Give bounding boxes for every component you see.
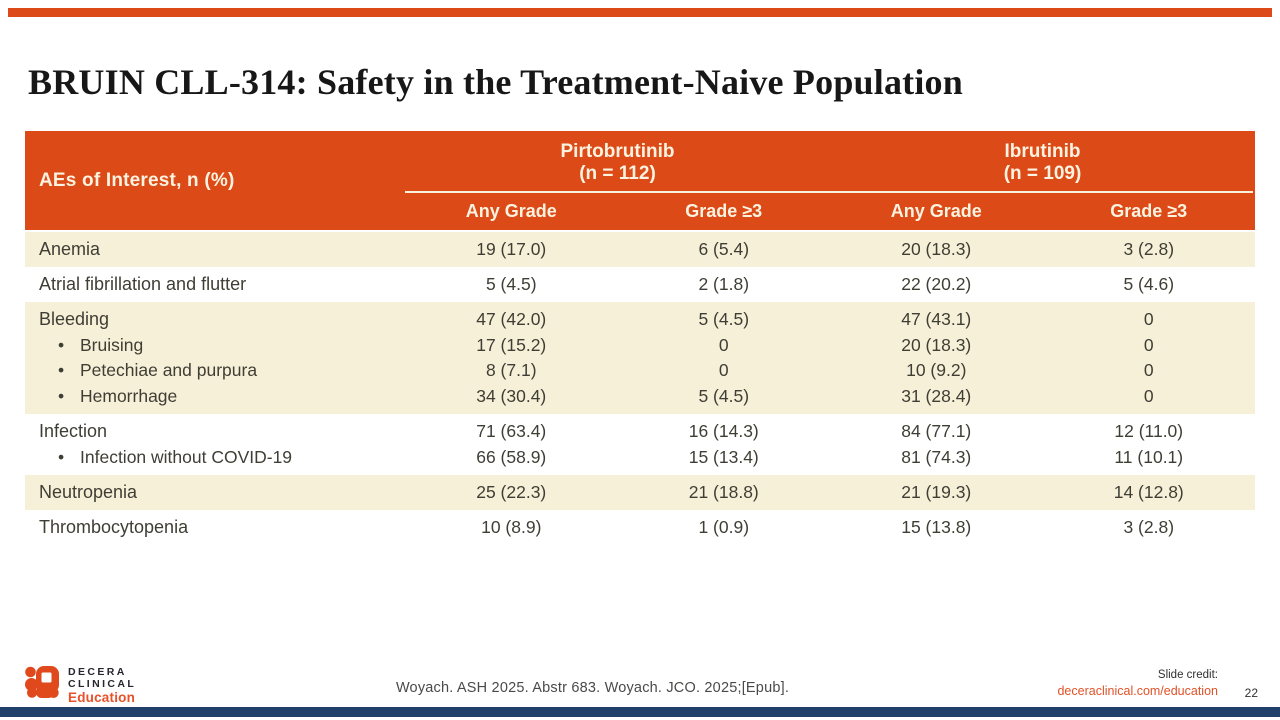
- bottom-accent-bar: [0, 707, 1280, 717]
- table-line: Infection 71 (63.4) 16 (14.3) 84 (77.1) 12 (…: [25, 419, 1255, 445]
- ae-value: 47 (43.1): [901, 309, 972, 329]
- ae-value: 2 (1.8): [698, 274, 750, 294]
- decera-logo-icon: [25, 666, 59, 698]
- group-n: (n = 112): [579, 163, 656, 184]
- table-line: Hemorrhage 34 (30.4) 5 (4.5) 31 (28.4) 0: [25, 384, 1255, 410]
- table-line: Neutropenia 25 (22.3) 21 (18.8) 21 (19.3) 14…: [25, 475, 1255, 510]
- ae-value: 8 (7.1): [485, 360, 537, 380]
- ae-value: 0: [718, 334, 729, 355]
- table-row: Anemia 19 (17.0) 6 (5.4) 20 (18.3) 3 (2.8): [25, 232, 1255, 267]
- slide-credit-link[interactable]: deceraclinical.com/education: [1057, 684, 1218, 698]
- ae-label: Anemia: [39, 239, 101, 259]
- ae-value: 71 (63.4): [476, 421, 547, 441]
- ae-value: 12 (11.0): [1114, 421, 1184, 441]
- group-n: (n = 109): [1003, 163, 1082, 184]
- ae-value: 0: [1143, 309, 1154, 329]
- ae-value: 15 (13.8): [901, 517, 972, 537]
- table-corner-header: AEs of Interest, n (%): [39, 169, 235, 191]
- page-number: 22: [1244, 686, 1258, 700]
- ae-subitem-label: Bruising: [25, 333, 405, 359]
- ae-value: 25 (22.3): [476, 482, 547, 502]
- ae-value: 6 (5.4): [698, 239, 750, 259]
- logo-line-education: Education: [68, 690, 136, 705]
- top-accent-bar: [8, 8, 1272, 17]
- ae-subitem-label: Infection without COVID-19: [25, 445, 405, 471]
- group-name: Pirtobrutinib: [560, 141, 675, 162]
- ae-value: 17 (15.2): [476, 334, 547, 355]
- table-line: Bruising 17 (15.2) 0 20 (18.3) 0: [25, 333, 1255, 359]
- ae-subitem-label: Petechiae and purpura: [25, 358, 405, 384]
- ae-label: Infection: [39, 421, 108, 441]
- ae-label: Bleeding: [39, 309, 110, 329]
- column-group-pirtobrutinib: Pirtobrutinib (n = 112): [405, 131, 830, 191]
- ae-value: 22 (20.2): [901, 274, 972, 294]
- ae-value: 20 (18.3): [901, 334, 972, 355]
- ae-value: 10 (9.2): [906, 360, 967, 380]
- ae-value: 5 (4.6): [1123, 274, 1175, 294]
- subheader-grade-ge3: Grade ≥3: [685, 201, 763, 221]
- footer-logo: DECERA CLINICAL Education: [25, 666, 136, 705]
- ae-value: 0: [718, 360, 729, 380]
- ae-label: Atrial fibrillation and flutter: [39, 274, 247, 294]
- logo-line-clinical: CLINICAL: [68, 677, 137, 690]
- table-line: Thrombocytopenia 10 (8.9) 1 (0.9) 15 (13.8)…: [25, 510, 1255, 545]
- ae-value: 3 (2.8): [1123, 239, 1175, 259]
- ae-value: 21 (19.3): [901, 482, 972, 502]
- ae-value: 3 (2.8): [1123, 517, 1175, 537]
- table-line: Petechiae and purpura 8 (7.1) 0 10 (9.2) 0: [25, 358, 1255, 384]
- ae-value: 11 (10.1): [1114, 446, 1184, 467]
- ae-subitem-label: Hemorrhage: [25, 384, 405, 410]
- table-line: Infection without COVID-19 66 (58.9) 15 (1…: [25, 445, 1255, 471]
- ae-value: 84 (77.1): [901, 421, 972, 441]
- ae-value: 81 (74.3): [901, 446, 972, 467]
- ae-value: 5 (4.5): [698, 385, 750, 406]
- column-group-ibrutinib: Ibrutinib (n = 109): [830, 131, 1255, 191]
- table-line: Bleeding 47 (42.0) 5 (4.5) 47 (43.1) 0: [25, 307, 1255, 333]
- table-row: Atrial fibrillation and flutter 5 (4.5) 2 …: [25, 267, 1255, 302]
- ae-label: Thrombocytopenia: [39, 517, 189, 537]
- ae-value: 20 (18.3): [901, 239, 972, 259]
- table-body: Anemia 19 (17.0) 6 (5.4) 20 (18.3) 3 (2.8) At…: [25, 232, 1255, 545]
- subheader-any-grade: Any Grade: [890, 201, 982, 221]
- group-name: Ibrutinib: [1004, 141, 1081, 162]
- ae-value: 21 (18.8): [688, 482, 759, 502]
- ae-value: 0: [1143, 360, 1154, 380]
- table-header-groups: Pirtobrutinib (n = 112) Ibrutinib (n = 1…: [405, 131, 1255, 230]
- slide-credit-label: Slide credit:: [1157, 669, 1218, 681]
- ae-value: 14 (12.8): [1113, 482, 1184, 502]
- ae-value: 0: [1143, 385, 1154, 406]
- table-row: Thrombocytopenia 10 (8.9) 1 (0.9) 15 (13.8)…: [25, 510, 1255, 545]
- ae-value: 19 (17.0): [476, 239, 547, 259]
- table-header: AEs of Interest, n (%) Pirtobrutinib (n …: [25, 131, 1255, 230]
- subheader-grade-ge3: Grade ≥3: [1110, 201, 1188, 221]
- ae-value: 31 (28.4): [901, 385, 972, 406]
- ae-value: 34 (30.4): [476, 385, 547, 406]
- logo-line-decera: DECERA: [68, 666, 127, 678]
- ae-value: 1 (0.9): [698, 517, 750, 537]
- table-row: Neutropenia 25 (22.3) 21 (18.8) 21 (19.3) 14…: [25, 475, 1255, 510]
- citation-text: Woyach. ASH 2025. Abstr 683. Woyach. JCO…: [395, 680, 790, 696]
- slide-credit: Slide credit: deceraclinical.com/educati…: [1057, 668, 1218, 699]
- logo-wordmark: DECERA CLINICAL Education: [68, 666, 136, 705]
- ae-value: 0: [1143, 334, 1154, 355]
- ae-value: 47 (42.0): [476, 309, 547, 329]
- ae-value: 16 (14.3): [688, 421, 759, 441]
- ae-label: Neutropenia: [39, 482, 138, 502]
- ae-value: 15 (13.4): [688, 446, 759, 467]
- ae-value: 5 (4.5): [485, 274, 537, 294]
- subheader-any-grade: Any Grade: [465, 201, 557, 221]
- ae-value: 5 (4.5): [698, 309, 750, 329]
- table-row: Infection 71 (63.4) 16 (14.3) 84 (77.1) 12 (…: [25, 414, 1255, 475]
- adverse-events-table: AEs of Interest, n (%) Pirtobrutinib (n …: [25, 131, 1255, 545]
- ae-value: 66 (58.9): [476, 446, 547, 467]
- table-line: Anemia 19 (17.0) 6 (5.4) 20 (18.3) 3 (2.8): [25, 232, 1255, 267]
- header-divider-line: [405, 191, 1253, 193]
- page-title: BRUIN CLL-314: Safety in the Treatment-N…: [28, 62, 963, 102]
- ae-value: 10 (8.9): [481, 517, 542, 537]
- table-line: Atrial fibrillation and flutter 5 (4.5) 2 …: [25, 267, 1255, 302]
